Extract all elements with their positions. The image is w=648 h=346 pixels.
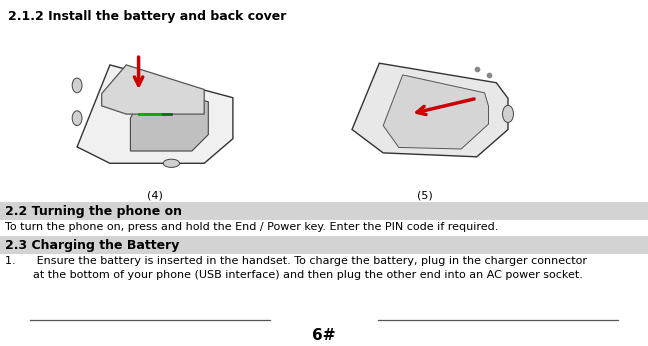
Polygon shape <box>130 85 208 151</box>
Text: 2.1.2 Install the battery and back cover: 2.1.2 Install the battery and back cover <box>8 10 286 23</box>
Text: To turn the phone on, press and hold the End / Power key. Enter the PIN code if : To turn the phone on, press and hold the… <box>5 222 498 232</box>
FancyBboxPatch shape <box>0 236 648 254</box>
Text: 2.2 Turning the phone on: 2.2 Turning the phone on <box>5 205 182 218</box>
Ellipse shape <box>72 111 82 126</box>
Polygon shape <box>352 63 508 157</box>
Text: 1.      Ensure the battery is inserted in the handset. To charge the battery, pl: 1. Ensure the battery is inserted in the… <box>5 256 587 266</box>
Text: 2.3 Charging the Battery: 2.3 Charging the Battery <box>5 239 179 252</box>
Ellipse shape <box>72 78 82 93</box>
Ellipse shape <box>503 105 513 122</box>
Text: at the bottom of your phone (USB interface) and then plug the other end into an : at the bottom of your phone (USB interfa… <box>5 270 583 280</box>
Polygon shape <box>383 75 489 149</box>
FancyBboxPatch shape <box>0 202 648 220</box>
Polygon shape <box>77 65 233 163</box>
Ellipse shape <box>163 159 179 167</box>
Text: (4): (4) <box>147 190 163 200</box>
Text: (5): (5) <box>417 190 433 200</box>
Polygon shape <box>102 65 204 114</box>
Text: 6#: 6# <box>312 328 336 343</box>
